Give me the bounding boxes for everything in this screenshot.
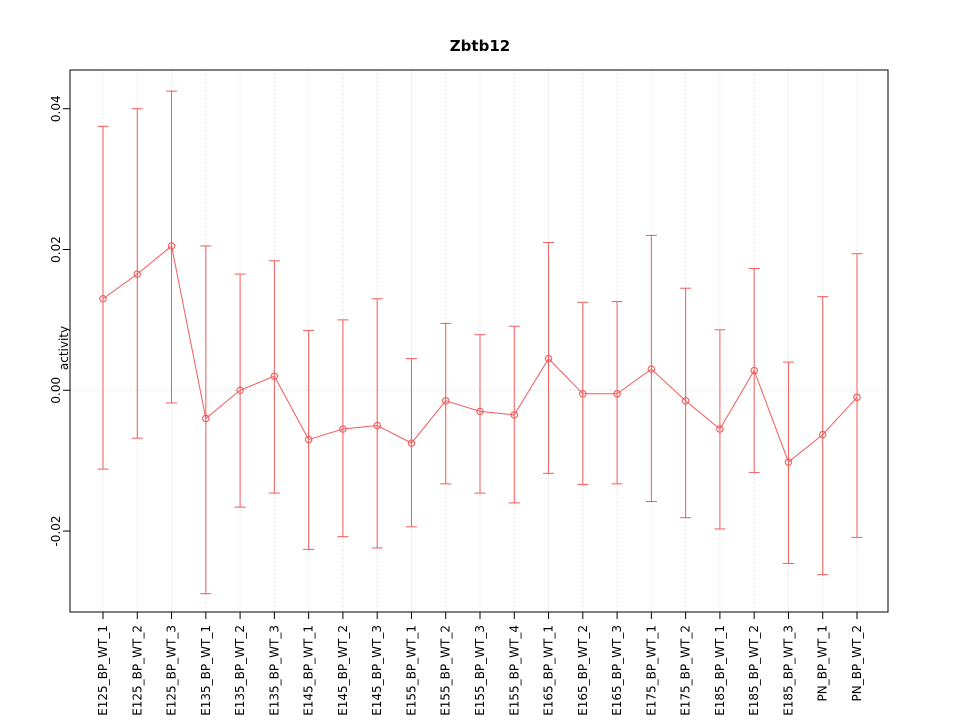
- y-tick-label: 0.02: [49, 236, 63, 263]
- x-tick-label: PN_BP_WT_2: [850, 625, 864, 702]
- data-point: [304, 435, 313, 444]
- error-bar: [97, 125, 109, 470]
- error-bar: [645, 234, 657, 502]
- x-tick-label: E185_BP_WT_3: [781, 625, 795, 716]
- data-point: [510, 411, 519, 419]
- y-tick-label: 0.00: [49, 377, 63, 404]
- data-point: [544, 354, 553, 363]
- x-tick-label: E125_BP_WT_2: [130, 625, 144, 716]
- error-bar: [200, 245, 212, 595]
- x-tick-label: E155_BP_WT_1: [404, 625, 418, 716]
- data-point: [647, 365, 656, 373]
- data-point: [236, 386, 244, 395]
- x-tick-label: E155_BP_WT_4: [507, 625, 521, 716]
- error-bar: [680, 287, 692, 519]
- error-bar: [782, 361, 794, 564]
- data-point: [133, 270, 142, 278]
- x-tick-label: E125_BP_WT_3: [165, 625, 179, 716]
- data-point: [202, 414, 210, 423]
- data-point: [339, 425, 347, 433]
- error-bar: [611, 301, 623, 485]
- x-tick-label: E135_BP_WT_1: [199, 625, 213, 716]
- series-line: [102, 245, 858, 463]
- data-point: [716, 425, 724, 433]
- x-tick-label: E145_BP_WT_1: [302, 625, 316, 716]
- error-bar: [474, 334, 486, 494]
- data-point: [579, 390, 587, 398]
- x-tick-label: E165_BP_WT_1: [542, 625, 556, 716]
- data-point: [853, 393, 861, 402]
- data-point: [784, 458, 793, 466]
- x-tick-label: E165_BP_WT_3: [610, 625, 624, 716]
- data-point: [99, 295, 107, 303]
- x-tick-label: E135_BP_WT_3: [267, 625, 281, 716]
- x-tick-label: E135_BP_WT_2: [233, 625, 247, 716]
- data-point: [441, 397, 450, 405]
- plot-border: [69, 69, 889, 613]
- error-bar: [371, 298, 383, 549]
- error-bar: [817, 296, 829, 576]
- x-tick-label: E185_BP_WT_1: [713, 625, 727, 716]
- chart-title: Zbtb12: [449, 37, 511, 55]
- x-tick-label: E165_BP_WT_2: [576, 625, 590, 716]
- x-tick-label: E145_BP_WT_3: [370, 625, 384, 716]
- y-tick-label: 0.04: [49, 95, 63, 122]
- x-tick-label: PN_BP_WT_1: [816, 625, 830, 702]
- error-bar: [131, 108, 143, 439]
- x-tick-label: E185_BP_WT_2: [747, 625, 761, 716]
- data-point: [818, 430, 827, 439]
- data-point: [167, 242, 176, 250]
- data-point: [373, 421, 381, 430]
- data-point: [613, 390, 621, 398]
- y-tick-label: -0.02: [49, 516, 63, 547]
- data-point: [476, 407, 484, 416]
- error-bar: [851, 253, 863, 538]
- error-bar: [337, 319, 349, 538]
- data-point: [750, 366, 758, 375]
- data-point: [407, 439, 416, 447]
- data-point: [681, 397, 690, 405]
- x-tick-label: E145_BP_WT_2: [336, 625, 350, 716]
- x-tick-label: E125_BP_WT_1: [96, 625, 110, 716]
- data-point: [270, 372, 279, 380]
- x-tick-label: E155_BP_WT_3: [473, 625, 487, 716]
- x-tick-label: E175_BP_WT_1: [644, 625, 658, 716]
- x-tick-label: E155_BP_WT_2: [439, 625, 453, 716]
- x-tick-label: E175_BP_WT_2: [679, 625, 693, 716]
